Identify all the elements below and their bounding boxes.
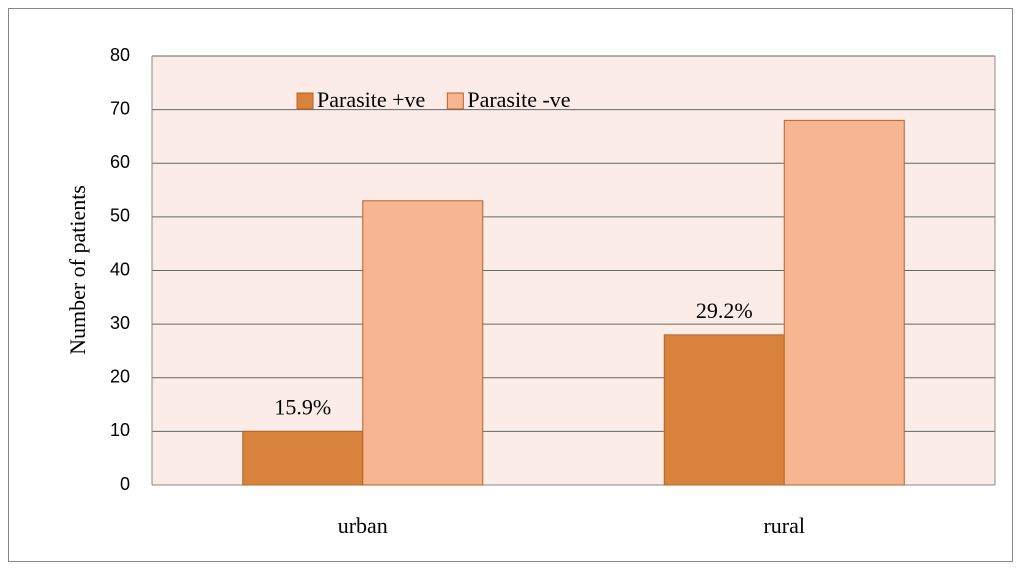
y-tick-label: 80 — [110, 45, 130, 65]
legend-swatch — [296, 92, 314, 110]
y-tick-label: 30 — [110, 313, 130, 333]
y-tick-label: 10 — [110, 420, 130, 440]
y-tick-label: 20 — [110, 367, 130, 387]
y-tick-label: 0 — [120, 474, 130, 494]
y-tick-label: 50 — [110, 206, 130, 226]
bar — [663, 334, 785, 486]
annotation: 15.9% — [274, 394, 331, 419]
y-tick-label: 60 — [110, 152, 130, 172]
annotation: 29.2% — [696, 298, 753, 323]
bar — [362, 200, 484, 486]
legend-label: Parasite -ve — [467, 87, 570, 112]
bar — [242, 430, 364, 486]
y-tick-label: 40 — [110, 259, 130, 279]
bar — [783, 119, 905, 486]
legend-label: Parasite +ve — [317, 87, 425, 112]
x-tick-label: urban — [338, 513, 388, 538]
x-tick-label: rural — [763, 513, 805, 538]
y-axis-label: Number of patients — [65, 185, 90, 355]
legend-swatch — [446, 92, 464, 110]
y-tick-label: 70 — [110, 98, 130, 118]
